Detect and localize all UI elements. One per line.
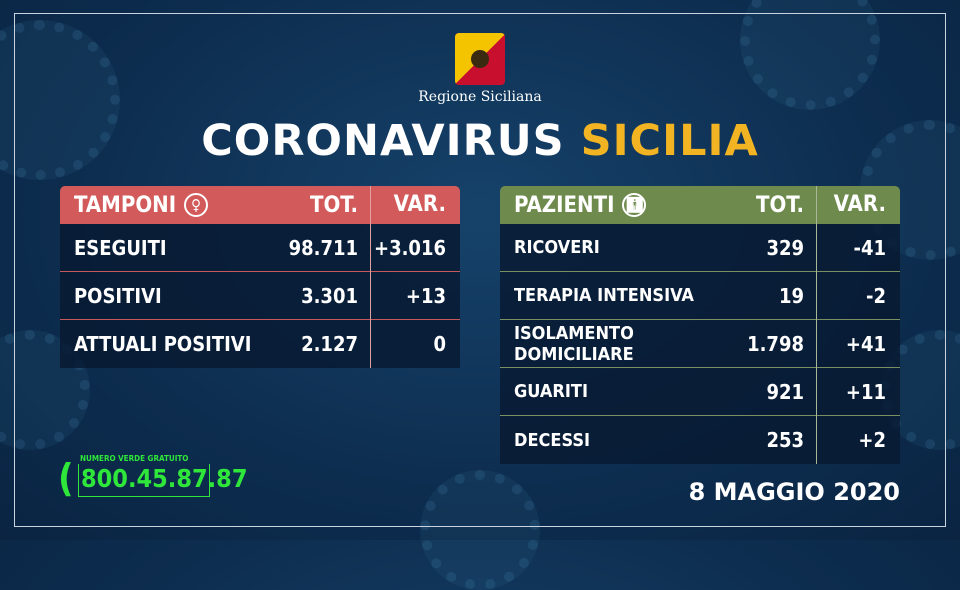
table-cell: -2: [816, 271, 900, 320]
pazienti-table: PAZIENTI 🚹︎ TOT. VAR. RICOVERI 329 -41 TERA…: [500, 186, 900, 464]
var-header: VAR.: [370, 186, 460, 224]
frame-border: [14, 13, 946, 527]
pazienti-header: PAZIENTI 🚹︎ TOT. VAR.: [500, 186, 900, 224]
table-cell: RICOVERI: [514, 237, 600, 258]
phone-icon: (: [58, 456, 74, 500]
table-cell: POSITIVI: [74, 283, 162, 308]
region-name: Regione Siciliana: [418, 89, 542, 105]
table-cell: +13: [370, 271, 460, 320]
phone-number: 800.45.87.87: [78, 464, 247, 497]
tot-header: TOT.: [309, 192, 358, 218]
title-yellow: SICILIA: [580, 116, 759, 166]
title-white: CORONAVIRUS: [201, 116, 565, 166]
trinacria-logo: [455, 33, 505, 85]
table-row: POSITIVI 3.301 +13: [60, 271, 460, 320]
table-cell: DECESSI: [514, 429, 590, 451]
table-cell: 1.798: [747, 331, 804, 356]
table-cell: 98.711: [288, 235, 358, 260]
table-row: TERAPIA INTENSIVA 19 -2: [500, 271, 900, 320]
table-row: ESEGUITI 98.711 +3.016: [60, 223, 460, 272]
toll-free-number: ( 800.45.87.87 NUMERO VERDE GRATUITO: [58, 452, 247, 502]
table-cell: 3.301: [301, 283, 358, 308]
tot-header: TOT.: [755, 192, 804, 218]
table-cell: ISOLAMENTO DOMICILIARE: [514, 322, 634, 365]
table-row: RICOVERI 329 -41: [500, 223, 900, 272]
table-cell: -41: [816, 223, 900, 272]
table-row: DECESSI 253 +2: [500, 416, 900, 464]
table-row: ISOLAMENTO DOMICILIARE 1.798 +41: [500, 319, 900, 368]
table-cell: TERAPIA INTENSIVA: [514, 285, 694, 306]
phone-label: NUMERO VERDE GRATUITO: [80, 454, 189, 463]
tamponi-header: TAMPONI ♀ TOT. VAR.: [60, 186, 460, 224]
table-cell: +41: [816, 319, 900, 368]
table-cell: 0: [370, 320, 460, 368]
table-cell: ATTUALI POSITIVI: [74, 332, 252, 356]
tamponi-title: TAMPONI: [74, 192, 177, 218]
tamponi-table: TAMPONI ♀ TOT. VAR. ESEGUITI 98.711 +3.016 …: [60, 186, 460, 368]
page-title: CORONAVIRUS SICILIA: [0, 116, 960, 166]
person-icon: 🚹︎: [622, 193, 647, 217]
virus-decoration: [740, 0, 880, 110]
table-row: GUARITI 921 +11: [500, 367, 900, 416]
table-cell: ESEGUITI: [74, 235, 167, 260]
table-cell: 2.127: [301, 332, 358, 356]
table-cell: GUARITI: [514, 381, 588, 402]
table-cell: +11: [816, 367, 900, 416]
table-cell: 19: [778, 283, 804, 308]
table-cell: 921: [766, 379, 804, 404]
table-row: ATTUALI POSITIVI 2.127 0: [60, 320, 460, 368]
swab-icon: ♀: [184, 193, 209, 217]
table-cell: 253: [766, 428, 804, 452]
virus-decoration: [0, 20, 120, 180]
table-cell: 329: [766, 235, 804, 260]
pazienti-title: PAZIENTI: [514, 192, 615, 218]
report-date: 8 MAGGIO 2020: [688, 478, 900, 506]
var-header: VAR.: [816, 186, 900, 224]
table-cell: +3.016: [370, 223, 460, 272]
table-cell: +2: [816, 416, 900, 464]
